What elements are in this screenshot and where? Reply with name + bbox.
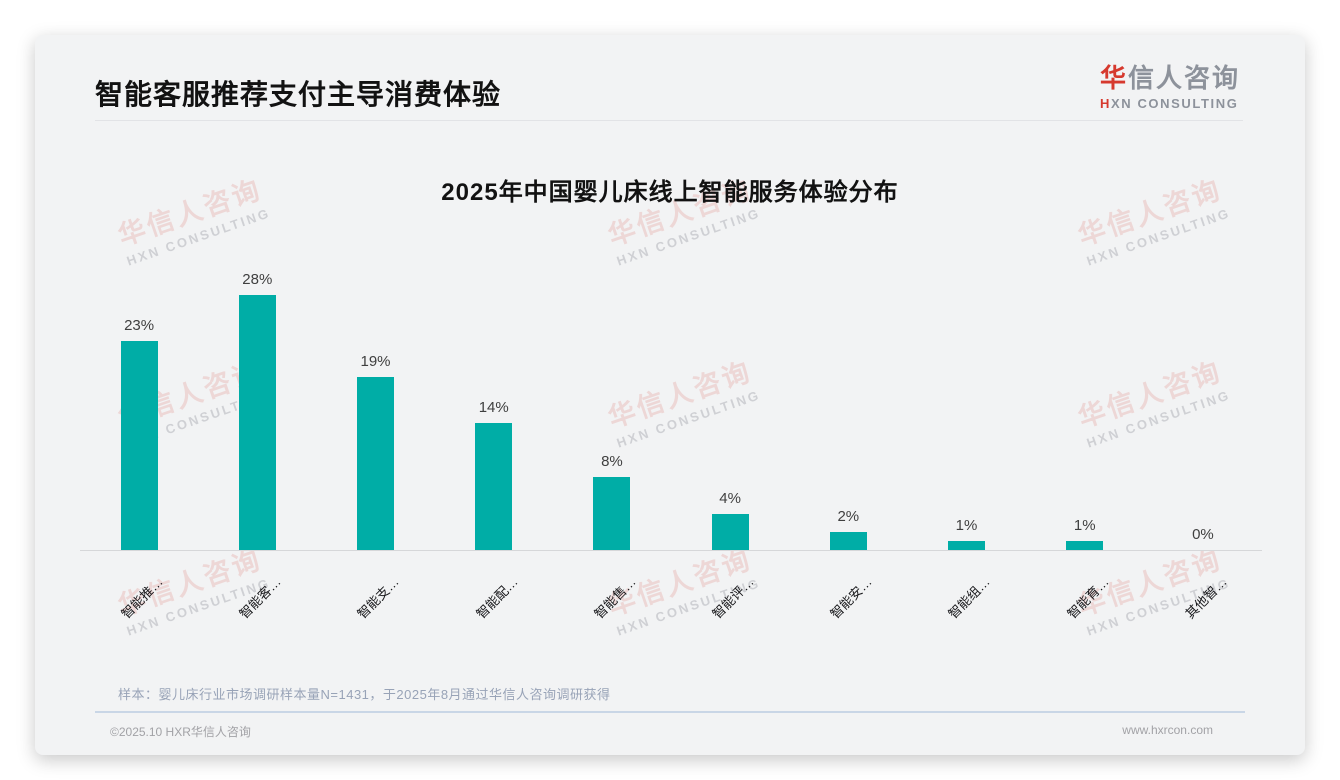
brand-subtitle-accent: H — [1099, 96, 1111, 111]
sample-footnote: 样本：婴儿床行业市场调研样本量N=1431，于2025年8月通过华信人咨询调研获… — [118, 687, 611, 702]
brand-logo: 华信人咨询 HXN CONSULTING — [1100, 58, 1240, 111]
x-axis-label: 智能售… — [591, 574, 639, 622]
bar-value-label: 0% — [1192, 526, 1214, 543]
brand-subtitle-rest: XN CONSULTING — [1110, 96, 1239, 111]
brand-subtitle: HXN CONSULTING — [1100, 96, 1240, 111]
x-axis-label: 智能组… — [945, 574, 994, 622]
bar-value-label: 1% — [1073, 516, 1096, 534]
bar-value-label: 1% — [955, 516, 978, 534]
bar-slot: 14% — [435, 215, 553, 550]
x-axis-label: 智能推… — [118, 574, 166, 622]
bar-value-label: 23% — [124, 316, 155, 334]
bar-slot: 28% — [198, 215, 316, 550]
bar-value-label: 4% — [719, 489, 741, 507]
bar-slot: 23% — [80, 215, 198, 550]
bar-value-label: 2% — [837, 507, 860, 525]
header-divider — [95, 120, 1243, 121]
chart-title: 2025年中国婴儿床线上智能服务体验分布 — [441, 179, 899, 206]
bar-slot: 4% — [671, 215, 789, 550]
bar-智能支…[interactable] — [357, 377, 394, 550]
bar-value-label: 28% — [242, 271, 273, 289]
x-axis-label: 其他智… — [1182, 574, 1230, 622]
x-axis-labels: 智能推… 智能客… 智能支… 智能配… 智能售… 智能评… 智能安… 智能组… 智能育… 其他智… — [80, 562, 1262, 657]
footer-divider — [95, 711, 1245, 713]
x-axis-label: 智能评… — [709, 574, 757, 622]
bar-value-label: 14% — [478, 398, 509, 416]
bar-value-label: 19% — [360, 353, 391, 371]
bar-智能客…[interactable] — [238, 295, 276, 550]
bar-slot: 19% — [316, 215, 434, 550]
x-axis-label: 智能安… — [827, 574, 876, 622]
bar-智能推…[interactable] — [120, 340, 158, 550]
bar-智能安…[interactable] — [829, 531, 867, 550]
copyright-text: ©2025.10 HXR华信人咨询 — [110, 725, 251, 739]
bar-chart-plot-area: 23% 28% 19% 14% 8% 4% 2% 1% 1% 0% — [80, 215, 1262, 551]
bar-slot: 2% — [789, 215, 907, 550]
bar-value-label: 8% — [601, 453, 623, 471]
brand-name-accent: 华 — [1099, 63, 1128, 93]
website-link[interactable]: www.hxrcon.com — [1122, 723, 1213, 737]
x-axis-label: 智能客… — [236, 574, 285, 622]
x-axis-label: 智能配… — [473, 574, 521, 622]
bar-slot: 1% — [907, 215, 1025, 550]
footer: ©2025.10 HXR华信人咨询 www.hxrcon.com — [110, 723, 1213, 740]
brand-name-rest: 信人咨询 — [1127, 63, 1240, 93]
x-axis-label: 智能育… — [1064, 574, 1112, 622]
page-title: 智能客服推荐支付主导消费体验 — [95, 79, 502, 110]
bar-智能售…[interactable] — [593, 477, 631, 550]
bar-智能组…[interactable] — [948, 540, 986, 550]
bar-智能育…[interactable] — [1066, 540, 1104, 550]
bar-智能评…[interactable] — [711, 513, 749, 550]
bar-slot: 8% — [553, 215, 671, 550]
bar-slot: 0% — [1144, 215, 1262, 550]
bar-智能配…[interactable] — [475, 422, 513, 550]
bar-slot: 1% — [1026, 215, 1144, 550]
slide-card: 华信人咨询 HXN CONSULTING 华信人咨询 HXN CONSULTING 华信… — [35, 35, 1305, 755]
brand-name: 华信人咨询 — [1100, 58, 1240, 95]
x-axis-label: 智能支… — [354, 574, 403, 622]
